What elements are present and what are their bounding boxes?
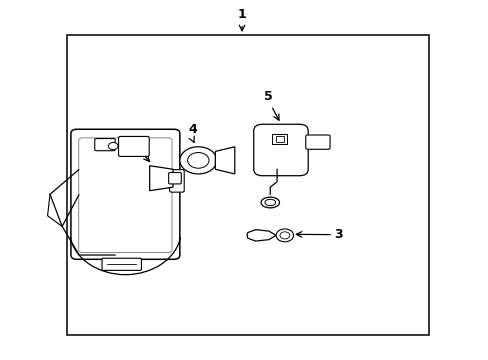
FancyBboxPatch shape [71, 129, 180, 259]
Polygon shape [215, 147, 234, 174]
Bar [272, 134, 286, 144]
Circle shape [187, 153, 208, 168]
Circle shape [108, 143, 118, 150]
Bar [67, 35, 428, 336]
Text: 4: 4 [188, 123, 197, 136]
Polygon shape [246, 230, 276, 241]
Ellipse shape [261, 197, 279, 208]
FancyBboxPatch shape [269, 135, 291, 165]
Text: 5: 5 [264, 90, 273, 103]
FancyBboxPatch shape [118, 136, 149, 157]
Text: 1: 1 [237, 8, 246, 21]
FancyBboxPatch shape [169, 170, 184, 192]
Circle shape [276, 229, 293, 242]
Circle shape [280, 232, 289, 239]
Text: 3: 3 [334, 228, 343, 241]
Text: 2: 2 [139, 139, 147, 152]
FancyBboxPatch shape [95, 139, 115, 151]
FancyBboxPatch shape [168, 172, 181, 184]
FancyBboxPatch shape [102, 258, 141, 270]
Circle shape [180, 147, 216, 174]
Polygon shape [149, 166, 173, 191]
Ellipse shape [264, 199, 275, 206]
Bar [276, 136, 284, 142]
FancyBboxPatch shape [305, 135, 329, 149]
